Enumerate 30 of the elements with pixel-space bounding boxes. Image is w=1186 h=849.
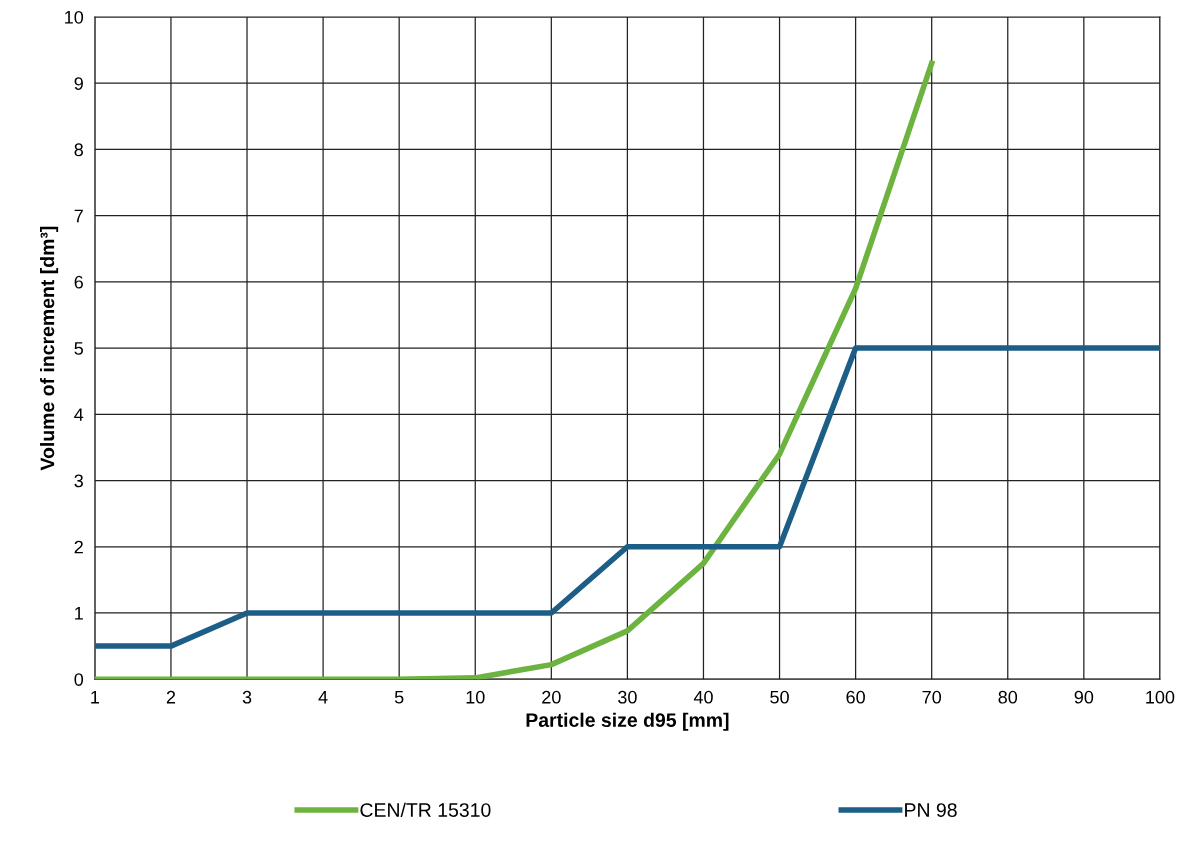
x-tick-label: 20 [542,690,561,704]
x-tick-label: 2 [166,690,176,704]
y-tick-label: 5 [74,342,84,355]
y-tick-label: 4 [74,408,84,421]
y-tick-label: 3 [74,474,83,488]
y-tick-label: 0 [74,673,84,686]
y-tick-label: 2 [74,540,83,554]
x-tick-label: 4 [318,690,328,704]
x-tick-label: 3 [242,690,252,704]
legend-label: PN 98 [905,803,957,817]
x-tick-label: 40 [693,690,713,704]
x-tick-label: 70 [922,690,942,704]
x-tick-label: 80 [998,690,1018,704]
y-tick-label: 7 [74,209,83,223]
y-tick-label: 10 [65,10,84,24]
y-tick-label: 6 [74,275,83,289]
x-tick-label: 1 [91,690,100,704]
y-tick-label: 8 [74,143,83,157]
y-tick-label: 9 [74,77,83,90]
x-tick-label: 10 [466,690,485,704]
y-axis-title: Volume of increment [dm³] [40,226,59,471]
x-tick-label: 5 [394,690,404,704]
x-tick-label: 50 [770,690,789,704]
legend-label: CEN/TR 15310 [360,802,491,817]
x-tick-label: 90 [1074,690,1094,704]
y-tick-label: 1 [75,607,83,620]
x-tick-label: 60 [846,690,865,704]
x-tick-label: 100 [1146,690,1175,704]
x-axis-title: Particle size d95 [mm] [526,712,729,731]
x-tick-label: 30 [618,690,637,704]
